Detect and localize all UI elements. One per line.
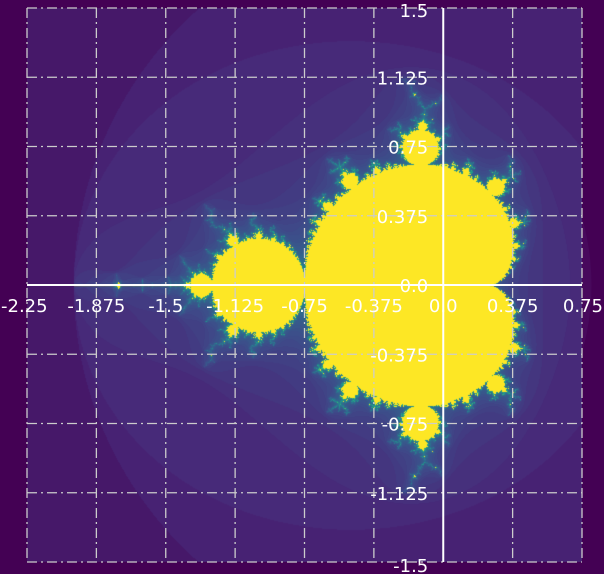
y-tick-label: 1.5	[400, 1, 429, 22]
grid	[26, 7, 583, 563]
x-tick-label: -1.5	[148, 296, 183, 317]
axes	[27, 8, 582, 562]
y-tick-label: 0.75	[388, 138, 428, 159]
y-tick-label: -0.75	[382, 415, 429, 436]
y-tick-label: 1.125	[377, 68, 429, 89]
y-tick-label: 0.0	[400, 276, 429, 297]
x-tick-label: 0.0	[429, 296, 458, 317]
x-tick-label: -1.875	[67, 296, 125, 317]
x-tick-label: 0.375	[487, 296, 539, 317]
x-tick-label: -2.25	[1, 296, 48, 317]
x-tick-label: -0.375	[345, 296, 403, 317]
x-tick-label: 0.75	[563, 296, 603, 317]
x-tick-label: -0.75	[281, 296, 328, 317]
y-tick-label: -1.125	[370, 484, 428, 505]
y-tick-label: -1.5	[393, 556, 428, 574]
x-tick-label: -1.125	[206, 296, 264, 317]
y-tick-label: 0.375	[377, 207, 429, 228]
y-tick-label: -0.375	[370, 345, 428, 366]
